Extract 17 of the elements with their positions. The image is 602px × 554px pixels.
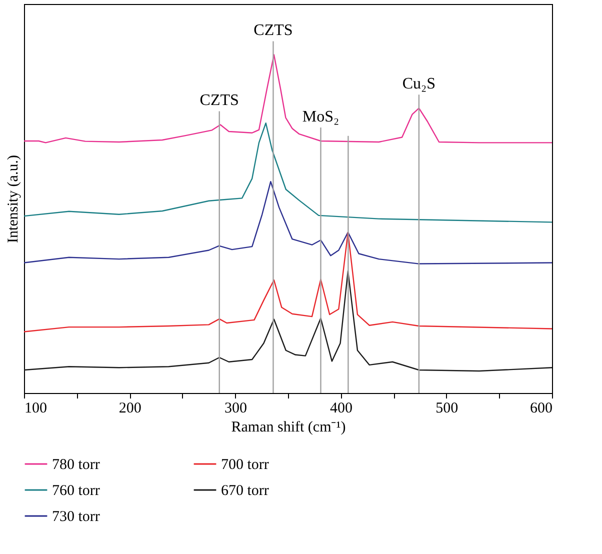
legend-label: 780 torr: [52, 457, 100, 473]
x-tick-label: 100: [24, 400, 47, 416]
legend-label: 670 torr: [221, 483, 269, 499]
ref-line-label: MoS₂: [302, 108, 340, 126]
ref-line-label: CZTS: [200, 92, 239, 110]
y-axis-title: Intensity (a.u.): [6, 155, 22, 243]
x-tick-label: 600: [530, 400, 552, 416]
ref-line-label: CZTS: [254, 22, 293, 40]
ref-line-label: Cu₂S: [402, 76, 436, 93]
x-tick-label: 300: [224, 400, 247, 416]
legend-label: 730 torr: [52, 509, 100, 525]
x-axis-title: Raman shift (cm⁻¹): [231, 420, 346, 436]
x-tick-label: 400: [330, 400, 353, 416]
legend-label: 760 torr: [52, 483, 100, 499]
legend-label: 700 torr: [221, 457, 269, 473]
x-tick-label: 500: [436, 400, 458, 416]
x-tick-label: 200: [118, 400, 142, 416]
